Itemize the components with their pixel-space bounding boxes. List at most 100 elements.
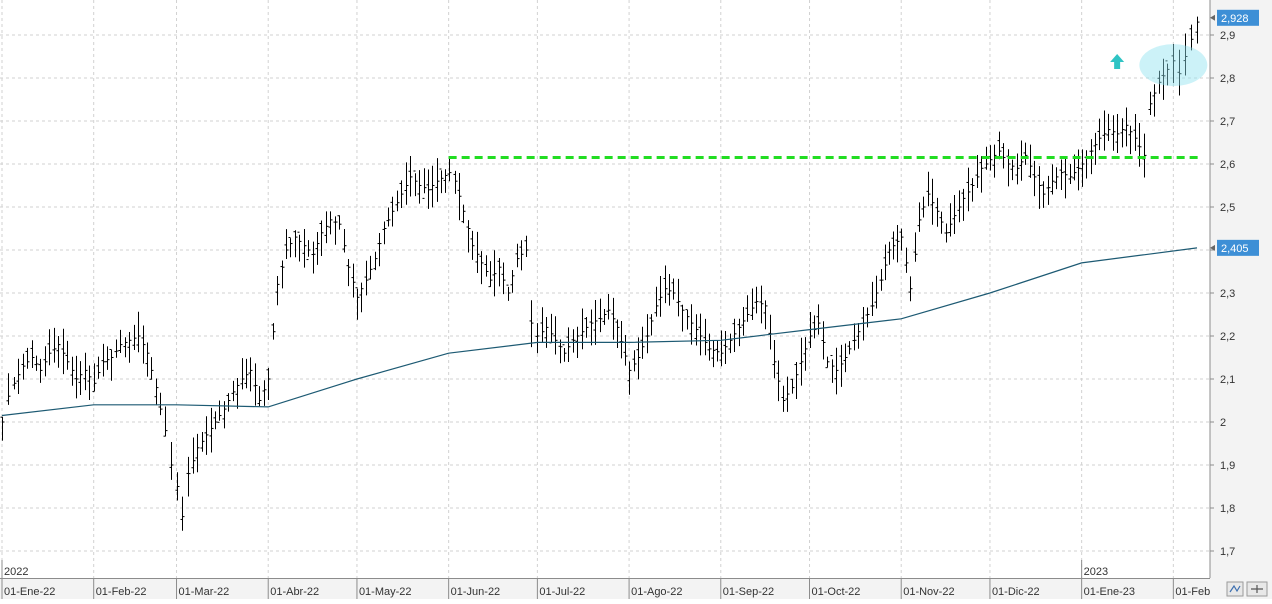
price-bar [92,363,97,393]
y-tick-label: 2,1 [1220,374,1235,386]
price-bar [549,313,554,344]
x-tick-label: 01-Jun-22 [451,586,501,598]
x-tick-label: 01-Ago-22 [631,586,682,598]
price-bar [589,309,594,346]
time-axis-panel [0,578,1210,599]
y-tick-label: 2,3 [1220,288,1235,300]
x-tick-label: 01-Feb [1175,586,1210,598]
price-bar [584,317,589,338]
price-bar [34,355,39,371]
price-bar [422,168,427,199]
price-bar [364,260,369,296]
price-bar [30,340,35,369]
price-bar [803,337,808,371]
y-tick-label: 2,9 [1220,30,1235,42]
price-bar [1054,167,1059,190]
price-bar [96,356,101,379]
price-bar [519,240,524,271]
price-bar [772,339,777,379]
price-bar [663,265,668,304]
price-bar [16,358,21,395]
price-bar [821,321,826,360]
price-bar [1195,16,1200,44]
price-axis-panel [1210,0,1272,599]
price-bar [105,346,110,370]
price-bar [1115,113,1120,154]
price-bar [703,318,708,356]
price-bar [698,313,703,356]
price-bar [306,240,311,261]
price-bar [1010,159,1015,181]
price-bar [158,392,163,416]
price-bar [930,178,935,225]
price-bar [904,247,909,273]
price-bar [337,215,342,230]
price-bar [1171,44,1176,84]
price-bar [759,285,764,324]
price-bar [191,437,196,474]
price-bar [887,241,892,265]
price-bar [297,231,302,262]
y-tick-label: 1,9 [1220,460,1235,472]
price-bar [0,416,5,441]
price-bar [275,275,280,306]
price-bar [715,340,720,362]
price-bar [311,241,316,274]
price-bar [847,341,852,355]
price-bar [566,327,571,363]
price-bar [175,472,180,501]
price-bar [671,278,676,300]
x-tick-label: 01-Feb-22 [96,586,147,598]
price-bar [619,320,624,359]
price-bar [1097,118,1102,151]
price-bar [1059,159,1064,190]
price-bar [280,260,285,289]
price-bar [1032,160,1037,197]
price-bar [271,323,276,340]
price-bar [136,311,141,353]
price-bar [961,188,966,221]
price-bar [707,333,712,361]
price-bar [435,158,440,202]
price-bar [939,211,944,234]
price-bar [47,329,52,366]
price-bar [1076,149,1081,191]
price-bar [1133,113,1138,151]
price-bar [87,365,92,400]
price-bar [43,346,48,377]
price-bar [553,316,558,355]
price-bar [883,244,888,281]
price-bar [1152,84,1157,117]
price-bar [195,433,200,473]
price-bar [56,335,61,368]
price-bar [1023,142,1028,165]
price-bar [952,195,957,235]
price-bar [386,207,391,227]
price-bar [359,282,364,313]
price-bar [180,496,185,531]
price-bar [667,274,672,306]
price-bar [627,361,632,395]
price-bar [70,356,75,386]
price-bar [457,173,462,221]
price-bar [355,287,360,320]
price-bar [377,233,382,267]
price-bar [240,358,245,390]
price-bar [879,269,884,291]
moving-average-line [1,247,1198,417]
price-bar [217,400,222,423]
price-bar [979,156,984,193]
price-bar [763,300,768,330]
price-bar [430,165,435,208]
price-bar [737,318,742,347]
price-bar [12,377,17,390]
price-bar [213,411,218,430]
price-bar [226,393,231,412]
price-bar [719,330,724,367]
price-bar [834,347,839,395]
price-bar [293,230,298,258]
price-bar [123,337,128,358]
price-bar [843,343,848,373]
